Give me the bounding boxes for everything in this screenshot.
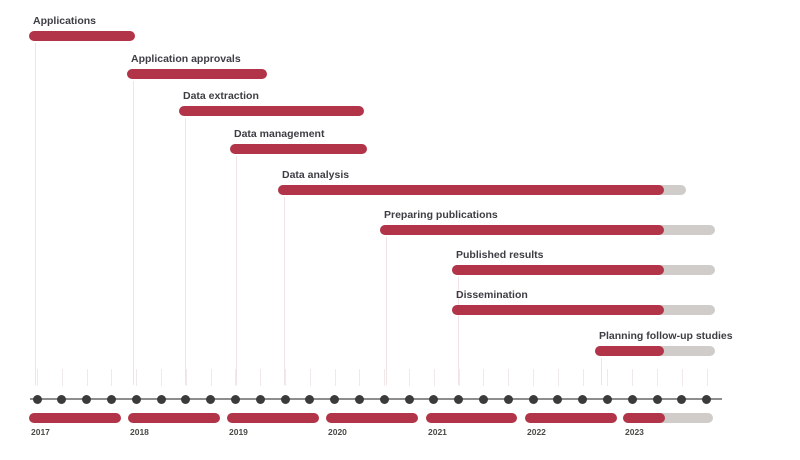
quarter-tick (185, 369, 187, 386)
task-bar-progress (595, 346, 664, 356)
year-bar-elapsed (623, 413, 665, 423)
quarter-tick (86, 369, 88, 386)
task-leader-line (458, 317, 459, 385)
quarter-dot (429, 394, 439, 404)
quarter-dot (305, 394, 315, 404)
quarter-tick (359, 369, 361, 386)
task-label: Dissemination (456, 289, 528, 301)
task-label: Application approvals (131, 53, 241, 65)
quarter-dot (354, 394, 364, 404)
year-label: 2022 (527, 427, 546, 437)
quarter-tick (681, 369, 683, 386)
quarter-dot (131, 394, 141, 404)
quarter-dot (553, 394, 563, 404)
year-bar-remaining (623, 413, 713, 423)
quarter-dot (404, 394, 414, 404)
task-leader-line (386, 237, 387, 385)
quarter-tick (582, 369, 584, 386)
year-label: 2021 (428, 427, 447, 437)
quarter-tick (409, 369, 410, 386)
quarter-dot (32, 394, 42, 404)
task-label: Data management (234, 128, 325, 140)
quarter-tick (136, 369, 138, 386)
task-label: Data extraction (183, 90, 259, 102)
task-bar-progress (278, 185, 664, 195)
quarter-tick (483, 369, 485, 386)
year-bar-elapsed (326, 413, 418, 423)
year-label: 2023 (625, 427, 644, 437)
quarter-tick (334, 369, 336, 386)
quarter-dot (106, 394, 116, 404)
task-leader-line (133, 81, 134, 385)
quarter-dot (82, 394, 92, 404)
quarter-tick (433, 369, 435, 386)
quarter-tick (260, 369, 262, 386)
task-leader-line (35, 43, 36, 385)
task-leader-line (601, 358, 602, 385)
year-bar-elapsed (227, 413, 319, 423)
timeline-axis-line (30, 398, 722, 400)
task-label: Planning follow-up studies (599, 330, 733, 342)
quarter-tick (309, 369, 311, 386)
quarter-dot (503, 394, 513, 404)
quarter-dot (255, 394, 265, 404)
task-leader-line (236, 156, 237, 385)
task-leader-line (185, 118, 186, 385)
year-label: 2020 (328, 427, 347, 437)
quarter-dot (528, 394, 538, 404)
quarter-dot (602, 394, 612, 404)
task-bar-progress (452, 305, 664, 315)
quarter-tick (632, 369, 634, 386)
quarter-tick (458, 369, 460, 386)
task-label: Applications (33, 15, 97, 27)
quarter-dot (181, 394, 191, 404)
quarter-tick (37, 369, 38, 386)
quarter-dot (677, 394, 687, 404)
year-bar-elapsed (426, 413, 517, 423)
year-label: 2019 (229, 427, 248, 437)
year-label: 2017 (31, 427, 50, 437)
quarter-tick (61, 369, 63, 386)
year-bar-elapsed (29, 413, 121, 423)
quarter-dot (330, 394, 340, 404)
task-bar-progress (380, 225, 664, 235)
task-leader-line (284, 197, 285, 385)
quarter-tick (384, 369, 386, 386)
quarter-tick (111, 369, 113, 386)
year-label: 2018 (130, 427, 149, 437)
quarter-dot (280, 394, 290, 404)
quarter-tick (210, 369, 212, 386)
task-label: Preparing publications (384, 209, 498, 221)
task-bar-progress (127, 69, 267, 79)
quarter-dot (230, 394, 240, 404)
quarter-dot (627, 394, 637, 404)
quarter-dot (156, 394, 166, 404)
quarter-dot (478, 394, 488, 404)
quarter-dot (206, 394, 216, 404)
quarter-tick (657, 369, 658, 386)
task-bar-progress (452, 265, 664, 275)
year-bar-elapsed (128, 413, 220, 423)
quarter-dot (379, 394, 389, 404)
quarter-tick (557, 369, 559, 386)
quarter-dot (57, 394, 67, 404)
quarter-tick (508, 369, 510, 386)
task-bar-progress (230, 144, 367, 154)
task-bar-progress (179, 106, 364, 116)
quarter-dot (578, 394, 588, 404)
task-label: Published results (456, 249, 544, 261)
quarter-dot (652, 394, 662, 404)
quarter-tick (706, 369, 708, 386)
quarter-dot (454, 394, 464, 404)
quarter-tick (161, 369, 162, 386)
task-bar-progress (29, 31, 135, 41)
task-label: Data analysis (282, 169, 350, 181)
year-bar-elapsed (525, 413, 617, 423)
quarter-tick (235, 369, 237, 386)
quarter-tick (533, 369, 534, 386)
quarter-tick (285, 369, 286, 386)
quarter-tick (607, 369, 609, 386)
quarter-dot (702, 394, 712, 404)
